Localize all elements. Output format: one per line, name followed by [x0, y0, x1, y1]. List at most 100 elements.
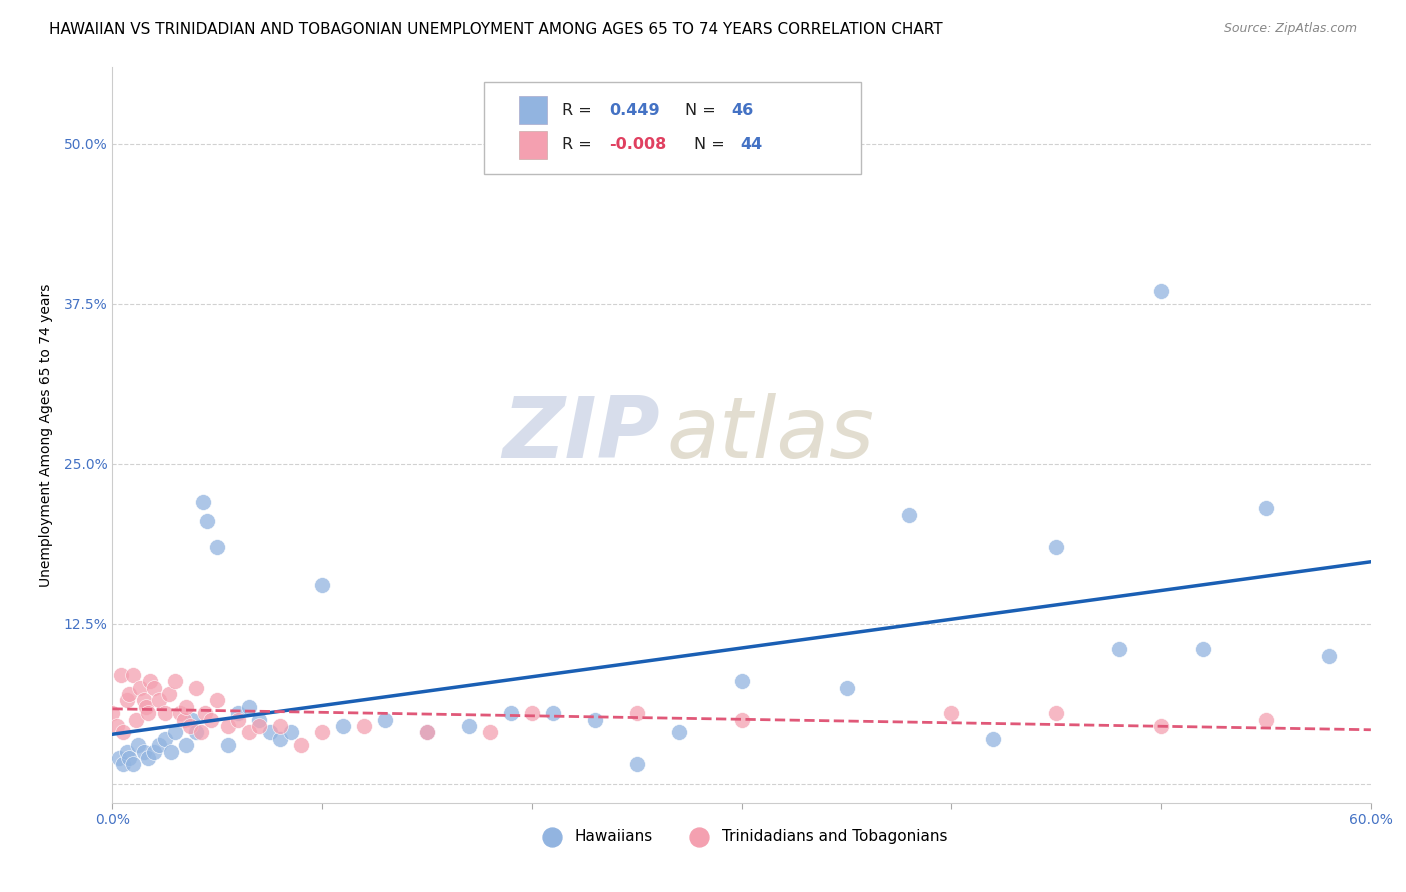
Point	[1045, 540, 1067, 554]
Point	[132, 745, 155, 759]
Point	[181, 713, 204, 727]
Point	[269, 731, 291, 746]
Point	[173, 713, 195, 727]
Point	[105, 719, 128, 733]
Point	[139, 674, 162, 689]
Point	[186, 681, 208, 695]
Point	[458, 719, 481, 733]
Point	[194, 706, 217, 721]
Point	[118, 751, 141, 765]
Point	[1108, 642, 1130, 657]
Text: Source: ZipAtlas.com: Source: ZipAtlas.com	[1223, 22, 1357, 36]
Point	[200, 713, 222, 727]
Point	[290, 738, 312, 752]
Point	[115, 693, 138, 707]
Point	[153, 731, 176, 746]
Text: N =: N =	[685, 103, 716, 118]
Point	[174, 699, 197, 714]
Point	[118, 687, 141, 701]
Point	[499, 706, 522, 721]
Point	[115, 745, 138, 759]
Text: ZIP: ZIP	[502, 393, 659, 476]
Point	[520, 706, 543, 721]
Point	[583, 713, 606, 727]
Point	[478, 725, 502, 739]
Point	[981, 731, 1004, 746]
Point	[191, 495, 214, 509]
Point	[835, 681, 858, 695]
Point	[541, 706, 564, 721]
Text: N =: N =	[693, 137, 724, 153]
Point	[128, 681, 150, 695]
Point	[731, 713, 754, 727]
Point	[238, 699, 260, 714]
Point	[217, 719, 239, 733]
Point	[626, 706, 648, 721]
Point	[332, 719, 354, 733]
FancyBboxPatch shape	[519, 96, 547, 124]
Text: 44: 44	[741, 137, 762, 153]
Point	[731, 674, 754, 689]
Point	[169, 706, 191, 721]
Point	[127, 738, 149, 752]
Point	[1254, 501, 1277, 516]
Legend: Hawaiians, Trinidadians and Tobagonians: Hawaiians, Trinidadians and Tobagonians	[530, 823, 953, 850]
Point	[153, 706, 176, 721]
Point	[898, 508, 921, 522]
Point	[122, 668, 145, 682]
Point	[136, 706, 159, 721]
Point	[1317, 648, 1340, 663]
Point	[217, 738, 239, 752]
Text: -0.008: -0.008	[610, 137, 666, 153]
Point	[238, 725, 260, 739]
Point	[207, 693, 229, 707]
Point	[148, 693, 170, 707]
Point	[179, 719, 201, 733]
Point	[190, 725, 212, 739]
Point	[1150, 284, 1173, 298]
Point	[122, 757, 145, 772]
Point	[259, 725, 281, 739]
Point	[311, 578, 333, 592]
Point	[280, 725, 302, 739]
Point	[247, 713, 270, 727]
Point	[111, 757, 134, 772]
Point	[247, 719, 270, 733]
Point	[101, 706, 124, 721]
Text: 46: 46	[731, 103, 754, 118]
Text: 0.449: 0.449	[610, 103, 661, 118]
Point	[416, 725, 439, 739]
Point	[165, 725, 187, 739]
Point	[157, 687, 180, 701]
Point	[668, 725, 690, 739]
Y-axis label: Unemployment Among Ages 65 to 74 years: Unemployment Among Ages 65 to 74 years	[38, 283, 52, 587]
Point	[132, 693, 155, 707]
Point	[107, 751, 129, 765]
Text: atlas: atlas	[666, 393, 875, 476]
Point	[135, 699, 157, 714]
FancyBboxPatch shape	[519, 131, 547, 159]
Point	[207, 540, 229, 554]
Point	[174, 738, 197, 752]
Point	[626, 757, 648, 772]
Point	[353, 719, 375, 733]
Point	[165, 674, 187, 689]
Point	[1045, 706, 1067, 721]
Text: HAWAIIAN VS TRINIDADIAN AND TOBAGONIAN UNEMPLOYMENT AMONG AGES 65 TO 74 YEARS CO: HAWAIIAN VS TRINIDADIAN AND TOBAGONIAN U…	[49, 22, 943, 37]
Point	[1150, 719, 1173, 733]
Point	[228, 706, 250, 721]
Point	[110, 668, 132, 682]
Text: R =: R =	[562, 137, 592, 153]
FancyBboxPatch shape	[484, 81, 862, 174]
Point	[143, 745, 166, 759]
Point	[124, 713, 146, 727]
Point	[1192, 642, 1215, 657]
Point	[228, 713, 250, 727]
Point	[195, 514, 218, 528]
Point	[148, 738, 170, 752]
Point	[136, 751, 159, 765]
Point	[160, 745, 183, 759]
Point	[416, 725, 439, 739]
Point	[143, 681, 166, 695]
Point	[186, 725, 208, 739]
